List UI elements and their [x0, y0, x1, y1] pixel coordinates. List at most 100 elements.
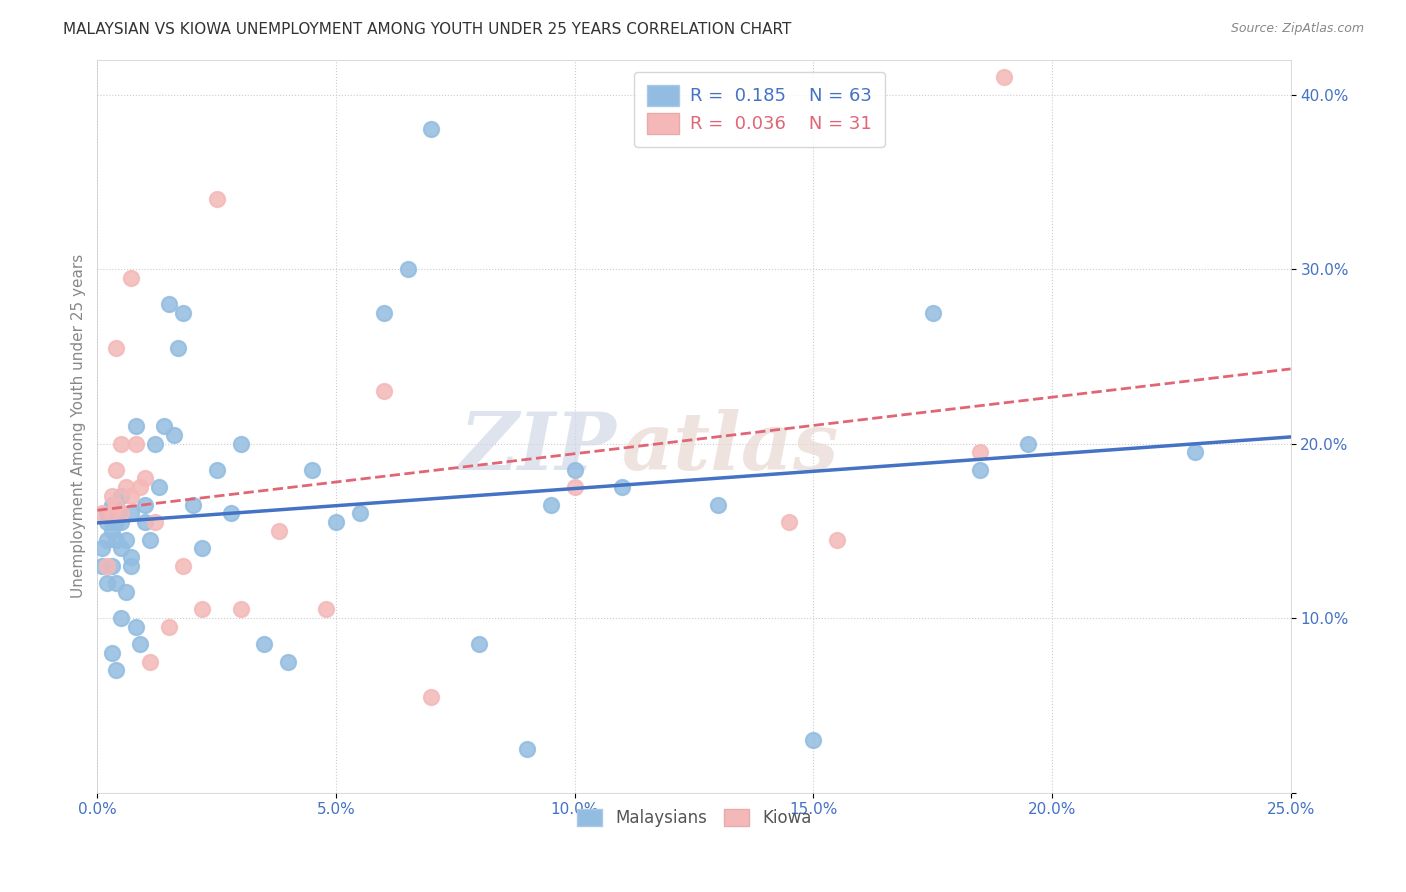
Point [219, 507, 242, 521]
Point [134, 471, 156, 485]
Point [134, 498, 156, 512]
Point [516, 742, 538, 756]
Point [148, 480, 170, 494]
Point [205, 192, 228, 206]
Point [120, 549, 142, 564]
Point [115, 585, 138, 599]
Point [277, 655, 299, 669]
Point [143, 515, 166, 529]
Point [120, 507, 142, 521]
Point [124, 436, 146, 450]
Point [105, 498, 128, 512]
Text: Source: ZipAtlas.com: Source: ZipAtlas.com [1230, 22, 1364, 36]
Point [115, 480, 138, 494]
Point [110, 507, 132, 521]
Point [105, 533, 128, 547]
Point [167, 341, 190, 355]
Point [91, 558, 114, 573]
Point [157, 620, 180, 634]
Point [921, 306, 943, 320]
Point [96, 558, 118, 573]
Point [105, 576, 128, 591]
Point [143, 436, 166, 450]
Point [301, 463, 323, 477]
Point [105, 515, 128, 529]
Point [157, 297, 180, 311]
Point [801, 733, 824, 747]
Point [100, 489, 122, 503]
Point [129, 480, 152, 494]
Point [100, 524, 122, 538]
Point [124, 620, 146, 634]
Point [96, 576, 118, 591]
Point [191, 602, 214, 616]
Point [325, 515, 347, 529]
Point [349, 507, 371, 521]
Point [96, 515, 118, 529]
Y-axis label: Unemployment Among Youth under 25 years: Unemployment Among Youth under 25 years [72, 254, 86, 599]
Point [105, 463, 128, 477]
Point [100, 515, 122, 529]
Point [191, 541, 214, 556]
Point [105, 341, 128, 355]
Point [540, 498, 562, 512]
Text: ZIP: ZIP [460, 409, 616, 487]
Point [91, 507, 114, 521]
Point [420, 690, 443, 704]
Point [96, 507, 118, 521]
Point [105, 664, 128, 678]
Point [564, 463, 586, 477]
Legend: Malaysians, Kiowa: Malaysians, Kiowa [568, 801, 820, 836]
Point [315, 602, 337, 616]
Point [373, 384, 395, 399]
Point [778, 515, 800, 529]
Point [153, 419, 176, 434]
Point [96, 533, 118, 547]
Point [1184, 445, 1206, 459]
Point [100, 498, 122, 512]
Point [969, 463, 991, 477]
Point [229, 436, 252, 450]
Point [181, 498, 204, 512]
Point [172, 306, 194, 320]
Point [139, 533, 162, 547]
Point [115, 533, 138, 547]
Point [100, 507, 122, 521]
Point [172, 558, 194, 573]
Point [373, 306, 395, 320]
Point [120, 270, 142, 285]
Point [420, 122, 443, 136]
Point [110, 611, 132, 625]
Point [120, 558, 142, 573]
Point [110, 541, 132, 556]
Point [100, 646, 122, 660]
Point [396, 262, 419, 277]
Point [229, 602, 252, 616]
Point [993, 70, 1015, 84]
Point [707, 498, 730, 512]
Text: atlas: atlas [623, 409, 839, 487]
Point [110, 436, 132, 450]
Point [1017, 436, 1039, 450]
Point [468, 637, 491, 651]
Point [267, 524, 290, 538]
Point [110, 507, 132, 521]
Point [110, 515, 132, 529]
Point [969, 445, 991, 459]
Point [129, 637, 152, 651]
Point [110, 489, 132, 503]
Point [100, 558, 122, 573]
Point [612, 480, 634, 494]
Point [253, 637, 276, 651]
Point [91, 541, 114, 556]
Point [205, 463, 228, 477]
Point [163, 428, 186, 442]
Point [825, 533, 848, 547]
Point [564, 480, 586, 494]
Point [105, 498, 128, 512]
Point [124, 419, 146, 434]
Text: MALAYSIAN VS KIOWA UNEMPLOYMENT AMONG YOUTH UNDER 25 YEARS CORRELATION CHART: MALAYSIAN VS KIOWA UNEMPLOYMENT AMONG YO… [63, 22, 792, 37]
Point [120, 489, 142, 503]
Point [134, 515, 156, 529]
Point [139, 655, 162, 669]
